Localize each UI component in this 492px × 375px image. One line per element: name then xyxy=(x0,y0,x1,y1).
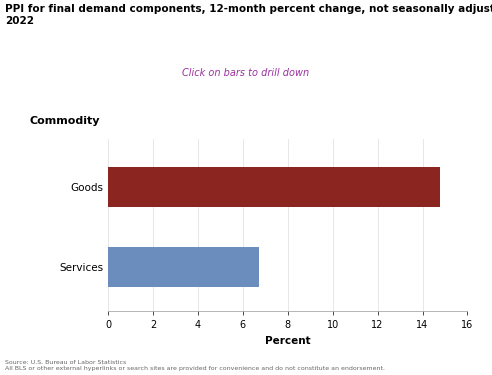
Text: PPI for final demand components, 12-month percent change, not seasonally adjuste: PPI for final demand components, 12-mont… xyxy=(5,4,492,26)
Bar xyxy=(108,247,259,287)
Text: Source: U.S. Bureau of Labor Statistics
All BLS or other external hyperlinks or : Source: U.S. Bureau of Labor Statistics … xyxy=(5,360,385,371)
Text: Commodity: Commodity xyxy=(30,116,100,126)
X-axis label: Percent: Percent xyxy=(265,336,310,346)
Text: Click on bars to drill down: Click on bars to drill down xyxy=(183,68,309,78)
Bar xyxy=(108,167,440,207)
